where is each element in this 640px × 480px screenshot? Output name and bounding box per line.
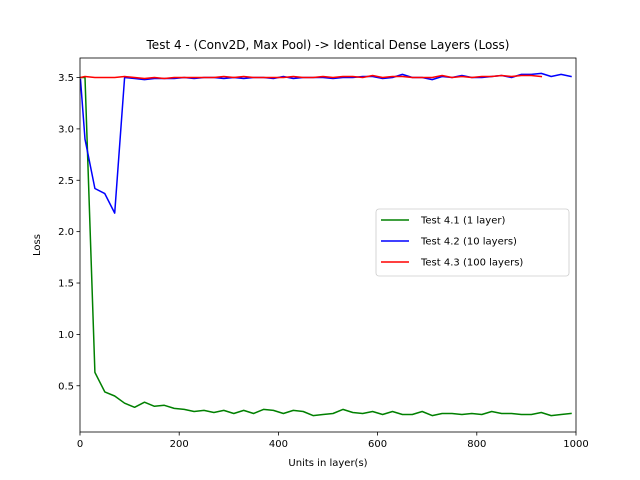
- series-layer: [80, 72, 572, 417]
- y-axis: 0.5 1.0 1.5 2.0 2.5 3.0 3.5: [58, 73, 80, 392]
- y-tick-label: 1.5: [58, 279, 74, 290]
- legend: Test 4.1 (1 layer) Test 4.2 (10 layers) Te…: [375, 208, 570, 277]
- legend-label-3: Test 4.3 (100 layers): [420, 258, 523, 269]
- y-tick-label: 3.0: [58, 124, 74, 135]
- y-axis-label: Loss: [32, 234, 43, 256]
- plot-frame: [79, 57, 577, 433]
- x-tick-label: 400: [269, 439, 288, 450]
- x-tick-label: 600: [368, 439, 387, 450]
- y-tick-label: 0.5: [58, 381, 74, 392]
- legend-label-1: Test 4.1 (1 layer): [420, 216, 505, 227]
- x-axis-label: Units in layer(s): [288, 458, 367, 469]
- chart-title: Test 4 - (Conv2D, Max Pool) -> Identical…: [146, 38, 510, 52]
- x-tick-label: 0: [77, 439, 83, 450]
- x-axis: 0 200 400 600 800 1000: [77, 432, 589, 450]
- legend-label-2: Test 4.2 (10 layers): [420, 237, 517, 248]
- y-tick-label: 1.0: [58, 330, 74, 341]
- series-line-3: [80, 74, 543, 80]
- plot-area: [79, 57, 577, 433]
- legend-box: [375, 208, 570, 277]
- y-tick-label: 3.5: [58, 73, 74, 84]
- x-tick-label: 200: [170, 439, 189, 450]
- x-tick-label: 1000: [563, 439, 588, 450]
- x-tick-label: 800: [467, 439, 486, 450]
- y-tick-label: 2.5: [58, 176, 74, 187]
- y-tick-label: 2.0: [58, 227, 74, 238]
- series-line-1: [80, 76, 572, 417]
